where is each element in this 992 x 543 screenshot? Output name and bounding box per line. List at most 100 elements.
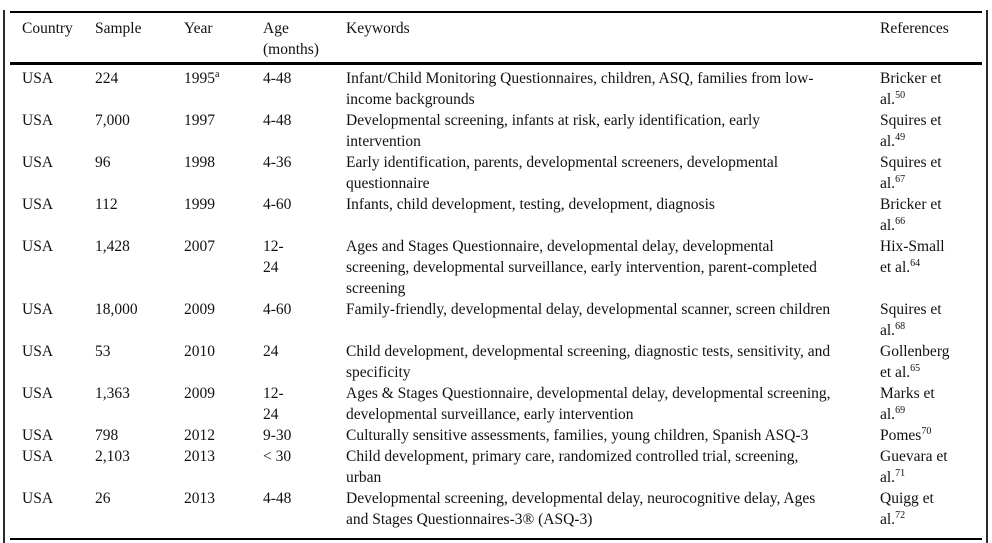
cell-keywords: Child development, developmental screeni… bbox=[346, 341, 880, 383]
keywords-value: Developmental screening, developmental d… bbox=[346, 490, 816, 528]
country-value: USA bbox=[22, 385, 54, 402]
reference-author: Squires et al. bbox=[880, 154, 942, 192]
cell-keywords: Ages & Stages Questionnaire, development… bbox=[346, 383, 880, 425]
cell-country: USA bbox=[10, 446, 95, 488]
reference-number-superscript: 71 bbox=[895, 467, 906, 479]
year-value: 1995 bbox=[184, 70, 215, 87]
reference-number-superscript: 64 bbox=[910, 257, 921, 269]
age-value: 24 bbox=[263, 343, 279, 360]
table-row: USA 224 1995a 4-48 Infant/Child Monitori… bbox=[10, 64, 982, 111]
cell-country: USA bbox=[10, 194, 95, 236]
table-row: USA 26 2013 4-48 Developmental screening… bbox=[10, 488, 982, 539]
cell-year: 2012 bbox=[184, 425, 263, 446]
cell-country: USA bbox=[10, 425, 95, 446]
year-value: 1998 bbox=[184, 154, 215, 171]
country-value: USA bbox=[22, 490, 54, 507]
year-value: 2012 bbox=[184, 427, 215, 444]
cell-sample: 224 bbox=[95, 64, 184, 111]
cell-references: Quigg et al.72 bbox=[880, 488, 982, 539]
cell-keywords: Developmental screening, infants at risk… bbox=[346, 110, 880, 152]
cell-age: 4-48 bbox=[263, 488, 346, 539]
cell-references: Gollenberg et al.65 bbox=[880, 341, 982, 383]
reference-author: Pomes bbox=[880, 427, 922, 444]
reference-author: Quigg et al. bbox=[880, 490, 934, 528]
cell-references: Squires et al.68 bbox=[880, 299, 982, 341]
cell-country: USA bbox=[10, 299, 95, 341]
reference-author: Bricker et al. bbox=[880, 196, 942, 234]
cell-sample: 1,363 bbox=[95, 383, 184, 425]
cell-keywords: Child development, primary care, randomi… bbox=[346, 446, 880, 488]
cell-sample: 112 bbox=[95, 194, 184, 236]
sample-value: 7,000 bbox=[95, 112, 130, 129]
keywords-value: Child development, developmental screeni… bbox=[346, 343, 831, 381]
year-superscript: a bbox=[215, 68, 220, 80]
cell-sample: 798 bbox=[95, 425, 184, 446]
reference-number-superscript: 70 bbox=[921, 425, 932, 437]
keywords-value: Infant/Child Monitoring Questionnaires, … bbox=[346, 70, 814, 108]
cell-country: USA bbox=[10, 110, 95, 152]
column-header-country: Country bbox=[10, 12, 95, 65]
cell-year: 1997 bbox=[184, 110, 263, 152]
table-row: USA 18,000 2009 4-60 Family-friendly, de… bbox=[10, 299, 982, 341]
table-row: USA 7,000 1997 4-48 Developmental screen… bbox=[10, 110, 982, 152]
keywords-value: Infants, child development, testing, dev… bbox=[346, 196, 715, 213]
age-value: < 30 bbox=[263, 448, 292, 465]
cell-references: Bricker et al.66 bbox=[880, 194, 982, 236]
cell-sample: 1,428 bbox=[95, 236, 184, 299]
table-row: USA 2,103 2013 < 30 Child development, p… bbox=[10, 446, 982, 488]
table-body: USA 224 1995a 4-48 Infant/Child Monitori… bbox=[10, 64, 982, 540]
cell-year: 2013 bbox=[184, 488, 263, 539]
cell-references: Squires et al.49 bbox=[880, 110, 982, 152]
cell-age: 4-36 bbox=[263, 152, 346, 194]
cell-keywords: Family-friendly, developmental delay, de… bbox=[346, 299, 880, 341]
age-value: 4-60 bbox=[263, 301, 292, 318]
year-value: 2013 bbox=[184, 448, 215, 465]
cell-sample: 7,000 bbox=[95, 110, 184, 152]
reference-number-superscript: 72 bbox=[895, 509, 906, 521]
age-value: 4-48 bbox=[263, 112, 292, 129]
cell-year: 1995a bbox=[184, 64, 263, 111]
studies-table: Country Sample Year Age (months) Keyword… bbox=[10, 11, 982, 540]
cell-age: 24 bbox=[263, 341, 346, 383]
column-header-age: Age (months) bbox=[263, 12, 346, 65]
table-row: USA 112 1999 4-60 Infants, child develop… bbox=[10, 194, 982, 236]
reference-author: Bricker et al. bbox=[880, 70, 942, 108]
table-row: USA 1,428 2007 12- 24 Ages and Stages Qu… bbox=[10, 236, 982, 299]
cell-age: < 30 bbox=[263, 446, 346, 488]
sample-value: 112 bbox=[95, 196, 118, 213]
table-row: USA 53 2010 24 Child development, develo… bbox=[10, 341, 982, 383]
sample-value: 96 bbox=[95, 154, 111, 171]
cell-year: 2013 bbox=[184, 446, 263, 488]
cell-year: 1999 bbox=[184, 194, 263, 236]
reference-author: Guevara et al. bbox=[880, 448, 948, 486]
cell-year: 1998 bbox=[184, 152, 263, 194]
reference-number-superscript: 50 bbox=[895, 89, 906, 101]
year-value: 2013 bbox=[184, 490, 215, 507]
sample-value: 1,363 bbox=[95, 385, 130, 402]
sample-value: 18,000 bbox=[95, 301, 138, 318]
keywords-value: Early identification, parents, developme… bbox=[346, 154, 779, 192]
reference-number-superscript: 68 bbox=[895, 320, 906, 332]
reference-author: Gollenberg et al. bbox=[880, 343, 950, 381]
cell-country: USA bbox=[10, 236, 95, 299]
cell-age: 4-48 bbox=[263, 110, 346, 152]
header-row: Country Sample Year Age (months) Keyword… bbox=[10, 12, 982, 65]
figure-right-edge-line bbox=[986, 10, 988, 543]
country-value: USA bbox=[22, 238, 54, 255]
reference-author: Marks et al. bbox=[880, 385, 935, 423]
age-value: 12- 24 bbox=[263, 385, 284, 423]
year-value: 2009 bbox=[184, 385, 215, 402]
cell-country: USA bbox=[10, 488, 95, 539]
cell-age: 4-60 bbox=[263, 299, 346, 341]
cell-age: 4-48 bbox=[263, 64, 346, 111]
reference-author: Hix-Small et al. bbox=[880, 238, 945, 276]
reference-number-superscript: 67 bbox=[895, 173, 906, 185]
cell-country: USA bbox=[10, 383, 95, 425]
age-value: 9-30 bbox=[263, 427, 292, 444]
table-row: USA 96 1998 4-36 Early identification, p… bbox=[10, 152, 982, 194]
cell-age: 12- 24 bbox=[263, 383, 346, 425]
reference-author: Squires et al. bbox=[880, 112, 942, 150]
cell-sample: 96 bbox=[95, 152, 184, 194]
cell-age: 4-60 bbox=[263, 194, 346, 236]
